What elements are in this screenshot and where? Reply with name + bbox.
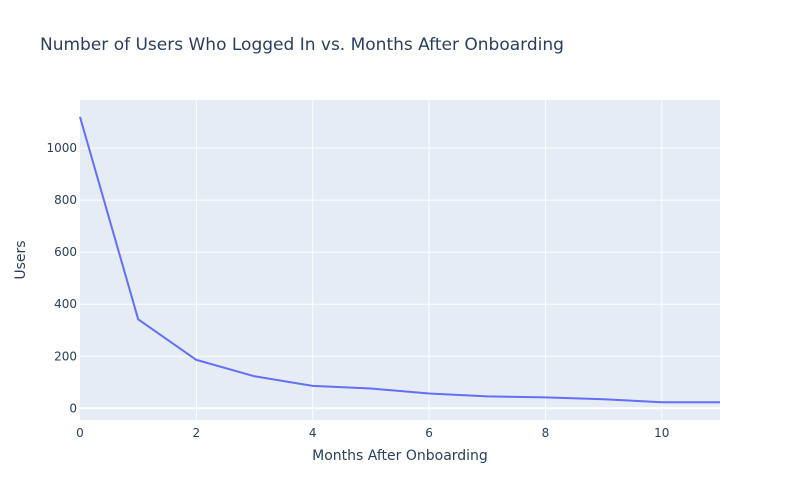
y-tick-label: 600	[54, 245, 77, 259]
y-tick-label: 1000	[46, 141, 77, 155]
y-tick-label: 200	[54, 349, 77, 363]
series-layer	[79, 116, 720, 404]
x-axis-ticks: 0 2 4 6 8 10	[76, 426, 669, 440]
x-tick-label: 0	[76, 426, 84, 440]
x-tick-label: 2	[193, 426, 201, 440]
x-axis-title: Months After Onboarding	[312, 448, 488, 464]
gridlines	[80, 100, 720, 420]
y-tick-label: 0	[69, 401, 77, 415]
y-axis-ticks: 0 200 400 600 800 1000	[46, 141, 77, 415]
y-tick-label: 800	[54, 193, 77, 207]
y-axis-title: Users	[13, 240, 29, 279]
x-tick-label: 8	[542, 426, 550, 440]
x-tick-label: 10	[654, 426, 669, 440]
chart-title: Number of Users Who Logged In vs. Months…	[40, 35, 564, 55]
y-tick-label: 400	[54, 297, 77, 311]
x-tick-label: 4	[309, 426, 317, 440]
x-tick-label: 6	[425, 426, 433, 440]
plot-area	[80, 100, 720, 420]
series-line	[79, 116, 720, 404]
